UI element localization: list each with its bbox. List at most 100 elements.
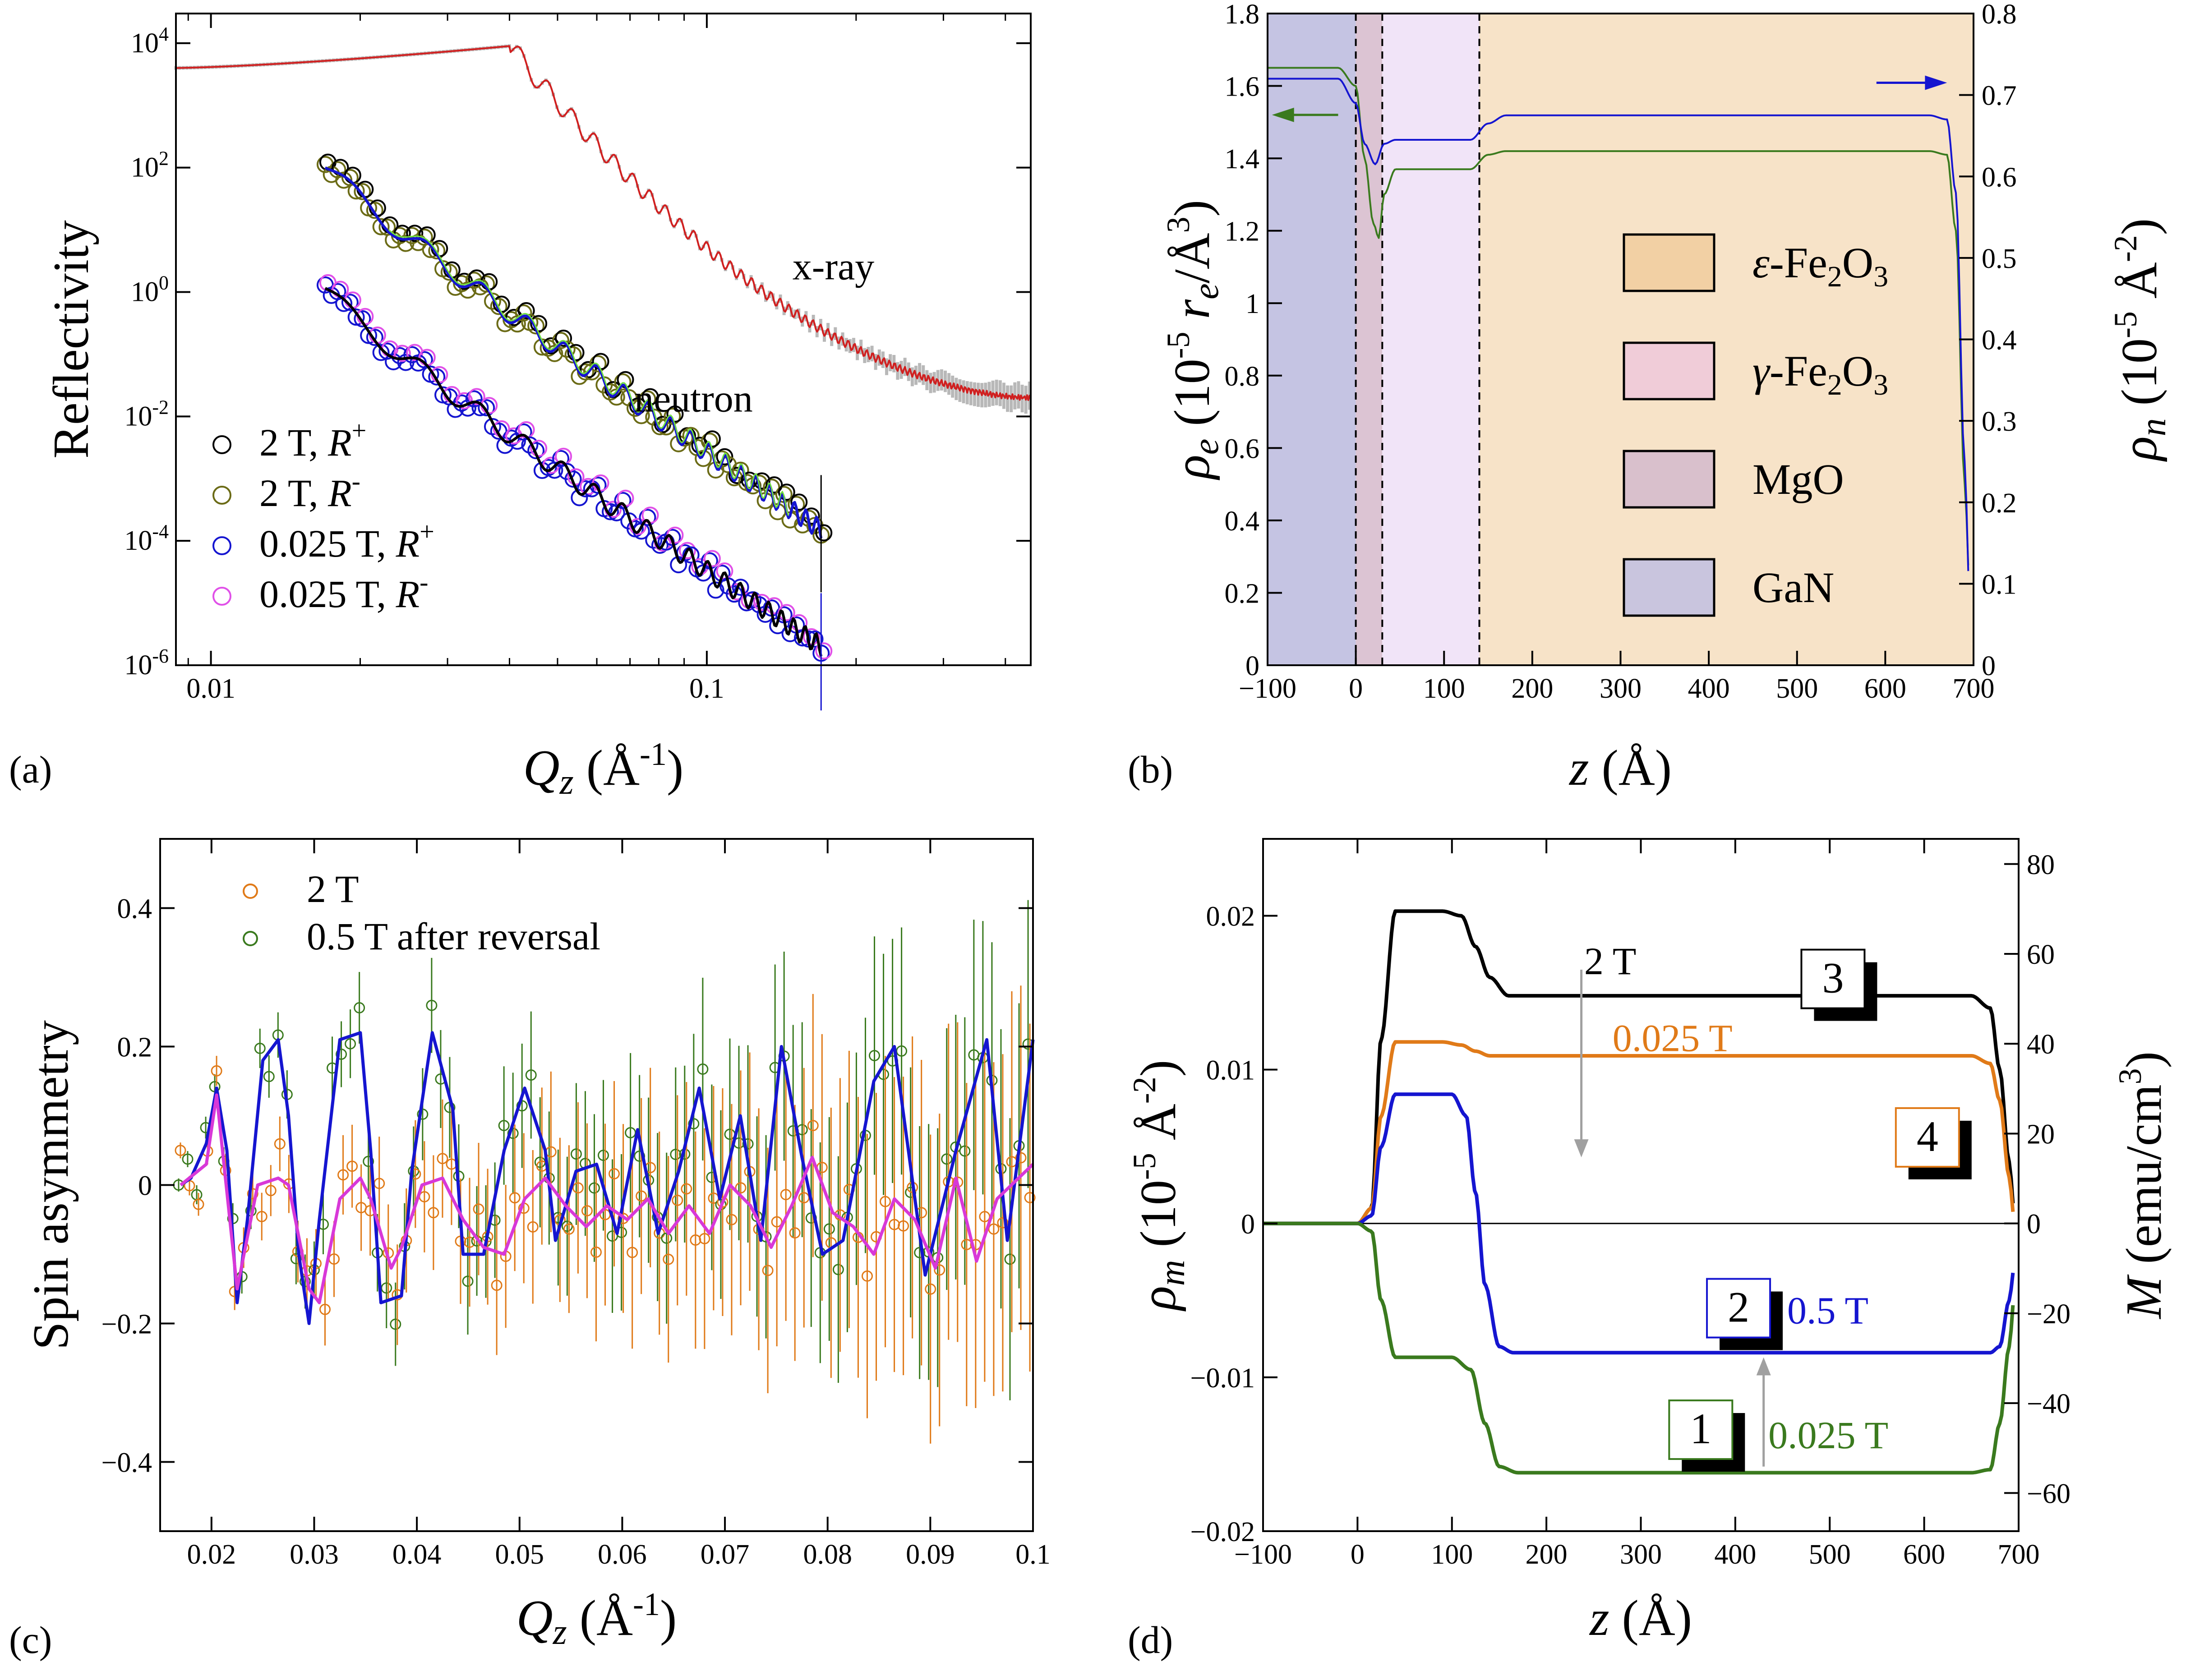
point-2T xyxy=(609,1168,620,1180)
close: ) xyxy=(1130,1060,1186,1077)
x-axis-label: Qz (Å-1) xyxy=(523,736,684,802)
rho: ρ xyxy=(1164,455,1220,480)
neutron-0025T-point xyxy=(372,344,390,361)
box-number: 4 xyxy=(1917,1112,1938,1160)
rho: ρ xyxy=(1130,1286,1186,1312)
neutron-2T-point-2 xyxy=(815,524,833,542)
point-2T xyxy=(509,1192,521,1204)
neutron-0025T-point xyxy=(527,442,545,460)
neutron-2T-point-2 xyxy=(716,448,733,465)
main: GaN xyxy=(1752,563,1834,612)
neutron-2T-point xyxy=(422,241,439,258)
left-axis-arrowhead xyxy=(1272,107,1294,122)
neutron-0025T-point xyxy=(447,400,464,418)
y2-axis-label: ρn (10-5 Å-2) xyxy=(2107,218,2173,462)
y2-tick-label: −60 xyxy=(2027,1478,2070,1509)
point-2T xyxy=(681,1183,692,1195)
neutron-0025T-point xyxy=(335,295,353,312)
point-05T xyxy=(688,1118,700,1130)
y2-tick-label: 20 xyxy=(2027,1119,2055,1150)
neutron-2T-point-2 xyxy=(580,361,597,378)
point-2T xyxy=(590,1246,602,1258)
neutron-2T-point-2 xyxy=(468,269,485,287)
point-05T xyxy=(697,1063,709,1075)
y-tick-label: 10-2 xyxy=(124,396,169,432)
point-05T xyxy=(561,1220,573,1232)
neutron-2T-point-2 xyxy=(790,493,808,511)
legend-sup: + xyxy=(420,517,434,546)
neutron-2T-point xyxy=(651,418,669,436)
point-2T xyxy=(464,1236,475,1248)
neutron-0025T-point xyxy=(577,480,595,497)
x-tick-label: 0.05 xyxy=(495,1539,544,1570)
point-2T xyxy=(925,1283,936,1295)
y2-tick-label: 0.7 xyxy=(1982,81,2017,111)
neutron-0025T-point xyxy=(521,436,539,454)
y-tick-label: 10-6 xyxy=(124,645,169,681)
legend-sup: + xyxy=(352,416,367,445)
legend-label: 2 T xyxy=(307,867,359,911)
neutron-0025T-point-2 xyxy=(530,440,548,457)
neutron-2T-point xyxy=(372,218,390,235)
neutron-0025T-fit-line xyxy=(324,287,823,657)
panel-label-d: (d) xyxy=(1128,1618,1173,1662)
point-05T xyxy=(462,1275,474,1287)
legend-box xyxy=(1623,558,1715,617)
point-2T xyxy=(581,1205,593,1217)
neutron-0025T-point-2 xyxy=(703,550,721,567)
x-tick-label: 0 xyxy=(1351,1539,1365,1570)
neutron-0025T-point xyxy=(571,489,588,506)
x-tick-label: 300 xyxy=(1620,1539,1662,1570)
y2-tick-label: 0 xyxy=(1982,651,1996,681)
p1: (10 xyxy=(1130,1180,1186,1260)
x-tick-label: 0 xyxy=(1349,673,1363,704)
neutron-2T-point xyxy=(366,202,383,219)
y2-tick-label: 0.8 xyxy=(1982,0,2017,30)
neutron-2T-point-2 xyxy=(666,405,684,423)
y-tick-label: 102 xyxy=(131,147,169,183)
y2-tick-label: 60 xyxy=(2027,939,2055,970)
y-tick-label: 0 xyxy=(1241,1209,1255,1240)
box-number: 1 xyxy=(1690,1404,1711,1453)
p1: (10 xyxy=(2112,338,2167,418)
neutron-0025T-point xyxy=(614,492,632,509)
layer-0 xyxy=(1268,14,1356,665)
neutron-0025T-point xyxy=(602,503,619,520)
y-axis-label: ρe (10-5 re/Å3) xyxy=(1160,200,1226,480)
neutron-2T-point xyxy=(347,182,365,200)
point-05T xyxy=(588,1182,600,1194)
point-05T xyxy=(381,1282,392,1294)
pre: γ xyxy=(1752,347,1771,395)
neutron-0025T-point xyxy=(366,329,383,346)
neutron-2T-point-2 xyxy=(765,476,783,494)
point-05T xyxy=(869,1049,881,1061)
y2-tick-label: −20 xyxy=(2027,1299,2070,1330)
point-05T xyxy=(625,1127,636,1139)
unit: Å xyxy=(2112,262,2167,311)
q: Q xyxy=(516,1590,553,1646)
unit: Å xyxy=(1130,1104,1186,1153)
y2-tick-label: 0.2 xyxy=(1982,488,2017,519)
unit: /Å xyxy=(1164,233,1220,283)
x-tick-label: 0.06 xyxy=(598,1539,647,1570)
point-2T xyxy=(428,1207,439,1219)
curve-label-1: 0.025 T xyxy=(1613,1017,1733,1060)
sub: e xyxy=(1186,439,1226,455)
x-tick-label: 700 xyxy=(1998,1539,2040,1570)
box-number: 3 xyxy=(1822,954,1844,1002)
point-05T xyxy=(832,1264,844,1275)
sub: 2 xyxy=(1827,260,1842,293)
neutron-2T-point xyxy=(589,355,607,373)
x-tick-label: 600 xyxy=(1903,1539,1945,1570)
neutron-2T-point-2 xyxy=(703,430,721,448)
legend-marker xyxy=(212,587,231,606)
panel-a: 0.01 0.110410210010-210-410-6Reflectivity… xyxy=(43,13,1032,802)
neutron-2T-point xyxy=(608,388,625,406)
neutron-2T-point-2 xyxy=(567,344,585,361)
x-axis-label: Qz (Å-1) xyxy=(516,1586,677,1652)
x-tick-label: 400 xyxy=(1714,1539,1756,1570)
point-2T xyxy=(211,1065,222,1077)
